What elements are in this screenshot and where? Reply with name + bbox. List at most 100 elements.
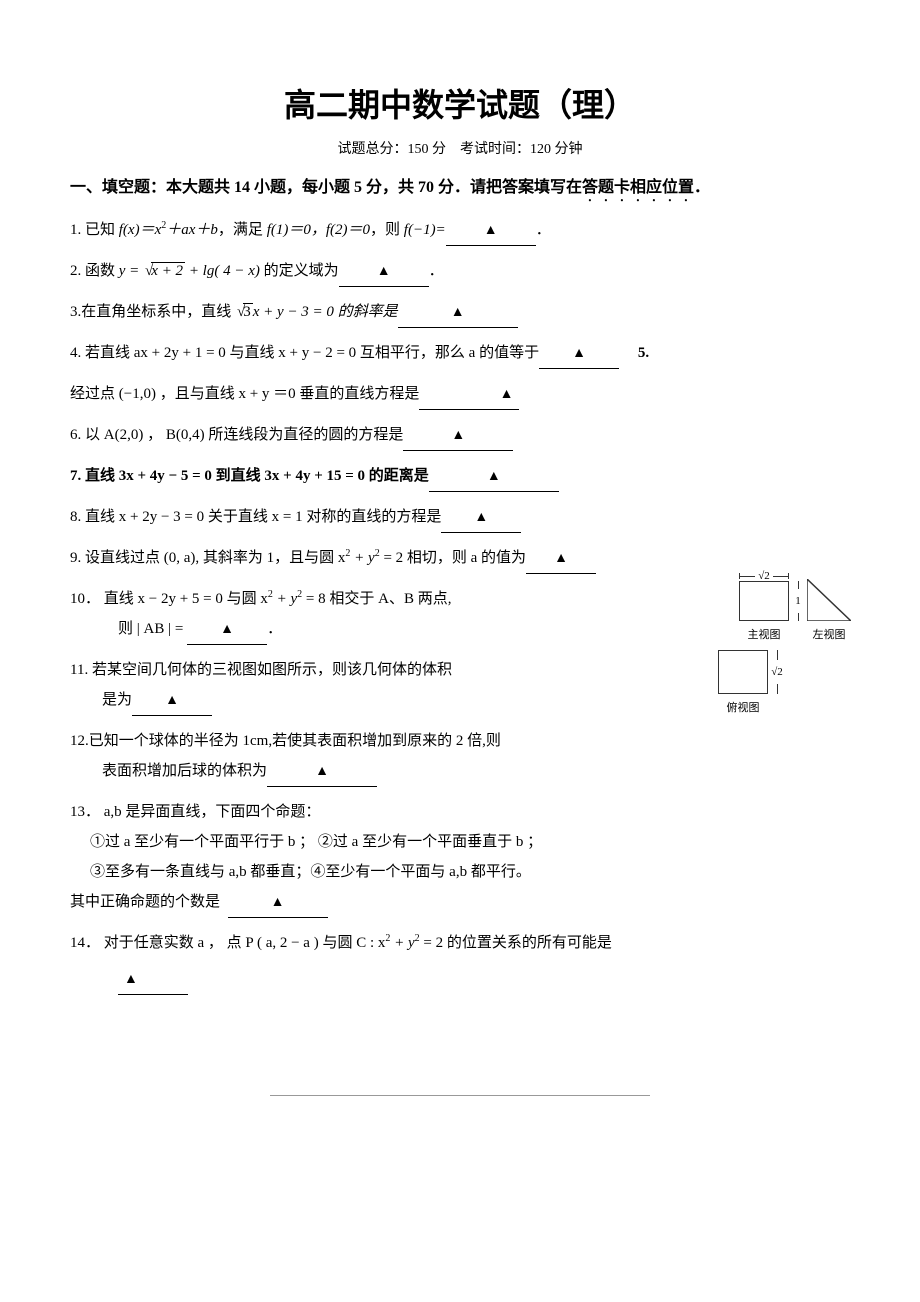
answer-blank: ▲ bbox=[526, 543, 596, 574]
q3-text: 3.在直角坐标系中，直线 bbox=[70, 304, 235, 320]
side-view-box: 左视图 bbox=[807, 579, 851, 646]
q9-c: = 2 相切，则 a 的值为 bbox=[380, 550, 526, 566]
section-heading: 一、填空题：本大题共 14 小题，每小题 5 分，共 70 分．请把答案填写在答… bbox=[70, 174, 850, 205]
q2-lg: + lg( 4 − x) bbox=[185, 263, 264, 279]
triangle-icon: ▲ bbox=[500, 381, 514, 409]
q1-d: ，则 bbox=[370, 222, 404, 238]
answer-blank: ▲ bbox=[419, 379, 519, 410]
answer-blank: ▲ bbox=[429, 461, 559, 492]
q2-b: 的定义域为 bbox=[264, 263, 339, 279]
answer-blank: ▲ bbox=[228, 887, 328, 918]
q14-b: + y bbox=[390, 935, 414, 951]
question-10: 10． 直线 x − 2y + 5 = 0 与圆 x2 + y2 = 8 相交于… bbox=[70, 584, 850, 645]
section-text-c: ． bbox=[694, 179, 710, 196]
triangle-icon: ▲ bbox=[474, 504, 488, 532]
dim-one: 1 bbox=[795, 589, 801, 613]
section-text-dotted: 答题卡相应位置 bbox=[582, 179, 694, 196]
q3-rad: 3 bbox=[243, 303, 253, 320]
q1-text: 1. 已知 bbox=[70, 222, 119, 238]
q1-end: ． bbox=[536, 222, 551, 238]
answer-blank: ▲ bbox=[446, 215, 536, 246]
section-text-a: 一、填空题：本大题共 14 小题，每小题 5 分，共 70 分．请把答案填写在 bbox=[70, 179, 582, 196]
dim-sqrt2: √2 bbox=[755, 565, 773, 587]
q1-fx: f(x)＝x bbox=[119, 222, 161, 238]
front-view-label: 主视图 bbox=[739, 624, 789, 646]
side-view-label: 左视图 bbox=[807, 624, 851, 646]
q14-text: 14． 对于任意实数 a ， 点 P ( a, 2 − a ) 与圆 C : x bbox=[70, 935, 385, 951]
answer-blank: ▲ bbox=[132, 685, 212, 716]
triangle-icon: ▲ bbox=[165, 687, 179, 715]
q14-c: = 2 的位置关系的所有可能是 bbox=[420, 935, 612, 951]
q1-cond: f(1)＝0，f(2)＝0 bbox=[267, 222, 370, 238]
q10-c: = 8 相交于 A、B 两点, bbox=[302, 591, 451, 607]
q12-b: 表面积增加后球的体积为 bbox=[102, 763, 267, 779]
triangle-icon: ▲ bbox=[271, 889, 285, 917]
q13-opt1: ①过 a 至少有一个平面平行于 b ； ②过 a 至少有一个平面垂直于 b ； bbox=[90, 827, 850, 857]
triangle-icon: ▲ bbox=[315, 758, 329, 786]
triangle-icon: ▲ bbox=[484, 217, 498, 245]
question-8: 8. 直线 x + 2y − 3 = 0 关于直线 x = 1 对称的直线的方程… bbox=[70, 502, 850, 533]
q10-text: 10． 直线 x − 2y + 5 = 0 与圆 x bbox=[70, 591, 268, 607]
answer-blank: ▲ bbox=[398, 297, 518, 328]
dim-right: 1 bbox=[791, 581, 805, 621]
question-1: 1. 已知 f(x)＝x2＋ax＋b，满足 f(1)＝0，f(2)＝0，则 f(… bbox=[70, 215, 850, 246]
answer-blank: ▲ bbox=[267, 756, 377, 787]
q9-text: 9. 设直线过点 (0, a), 其斜率为 1，且与圆 x bbox=[70, 550, 345, 566]
footer-divider bbox=[270, 1095, 650, 1096]
q7-text: 7. 直线 3x + 4y − 5 = 0 到直线 3x + 4y + 15 =… bbox=[70, 468, 429, 484]
q9-b: + y bbox=[350, 550, 374, 566]
q2-rad: x + 2 bbox=[151, 262, 185, 279]
q1-axb: ＋ax＋b bbox=[166, 222, 218, 238]
q10-ab: 则 | AB | = bbox=[118, 621, 187, 637]
triangle-icon: ▲ bbox=[451, 299, 465, 327]
exam-meta: 试题总分：150 分 考试时间：120 分钟 bbox=[70, 138, 850, 158]
triangle-icon: ▲ bbox=[220, 616, 234, 644]
total-score: 试题总分：150 分 bbox=[338, 142, 447, 157]
question-5: 经过点 (−1,0) ，且与直线 x + y ＝0 垂直的直线方程是▲ bbox=[70, 379, 850, 410]
question-12: 12.已知一个球体的半径为 1cm,若使其表面积增加到原来的 2 倍,则 表面积… bbox=[70, 726, 850, 787]
triangle-icon: ▲ bbox=[487, 463, 501, 491]
answer-blank: ▲ bbox=[118, 964, 188, 995]
q5-num: 5. bbox=[638, 345, 649, 361]
q2-end: ． bbox=[429, 263, 444, 279]
sqrt-icon: x + 2 bbox=[143, 256, 185, 286]
q11-b: 是为 bbox=[102, 692, 132, 708]
answer-blank: ▲ bbox=[539, 338, 619, 369]
question-7: 7. 直线 3x + 4y − 5 = 0 到直线 3x + 4y + 15 =… bbox=[70, 461, 850, 492]
q10-b: + y bbox=[273, 591, 297, 607]
front-rect bbox=[739, 581, 789, 621]
q13-text: 13． a,b 是异面直线，下面四个命题： bbox=[70, 804, 320, 820]
question-9: 9. 设直线过点 (0, a), 其斜率为 1，且与圆 x2 + y2 = 2 … bbox=[70, 543, 850, 574]
question-13: 13． a,b 是异面直线，下面四个命题： ①过 a 至少有一个平面平行于 b … bbox=[70, 797, 850, 918]
q1-c: ，满足 bbox=[218, 222, 267, 238]
q14-blank-line: ▲ bbox=[118, 964, 850, 995]
answer-blank: ▲ bbox=[441, 502, 521, 533]
q2-y: y = bbox=[119, 263, 143, 279]
q11-sub: 是为 ▲ bbox=[102, 685, 850, 716]
triangle-icon: ▲ bbox=[451, 422, 465, 450]
q8-text: 8. 直线 x + 2y − 3 = 0 关于直线 x = 1 对称的直线的方程… bbox=[70, 509, 441, 525]
question-2: 2. 函数 y = x + 2 + lg( 4 − x) 的定义域为 ▲ ． bbox=[70, 256, 850, 287]
page-title: 高二期中数学试题（理） bbox=[70, 80, 850, 126]
front-view-box: √2 1 主视图 bbox=[739, 581, 789, 646]
q3-line: x + y − 3 = 0 的斜率是 bbox=[253, 304, 398, 320]
q11-text: 11. 若某空间几何体的三视图如图所示，则该几何体的体积 bbox=[70, 662, 452, 678]
triangle-icon: ▲ bbox=[377, 258, 391, 286]
figure-top-row: √2 1 主视图 左视图 bbox=[710, 579, 880, 646]
answer-blank: ▲ bbox=[339, 256, 429, 287]
triangle-icon: ▲ bbox=[124, 966, 138, 994]
exam-time: 考试时间：120 分钟 bbox=[460, 142, 583, 157]
question-11: 11. 若某空间几何体的三视图如图所示，则该几何体的体积 是为 ▲ bbox=[70, 655, 850, 716]
q6-text: 6. 以 A(2,0) ， B(0,4) 所连线段为直径的圆的方程是 bbox=[70, 427, 403, 443]
q13-c-text: 其中正确命题的个数是 bbox=[70, 894, 220, 910]
q2-text: 2. 函数 bbox=[70, 263, 119, 279]
question-4: 4. 若直线 ax + 2y + 1 = 0 与直线 x + y − 2 = 0… bbox=[70, 338, 850, 369]
q1-fm1: f(−1)= bbox=[404, 222, 446, 238]
q13-opt2: ③至多有一条直线与 a,b 都垂直；④至少有一个平面与 a,b 都平行。 bbox=[90, 857, 850, 887]
q13-c: 其中正确命题的个数是 ▲ bbox=[70, 887, 850, 918]
triangle-icon: ▲ bbox=[554, 545, 568, 573]
side-triangle bbox=[807, 579, 851, 621]
q12-text: 12.已知一个球体的半径为 1cm,若使其表面积增加到原来的 2 倍,则 bbox=[70, 733, 501, 749]
sqrt-icon: 3 bbox=[235, 297, 253, 327]
question-3: 3.在直角坐标系中，直线 3x + y − 3 = 0 的斜率是 ▲ bbox=[70, 297, 850, 328]
